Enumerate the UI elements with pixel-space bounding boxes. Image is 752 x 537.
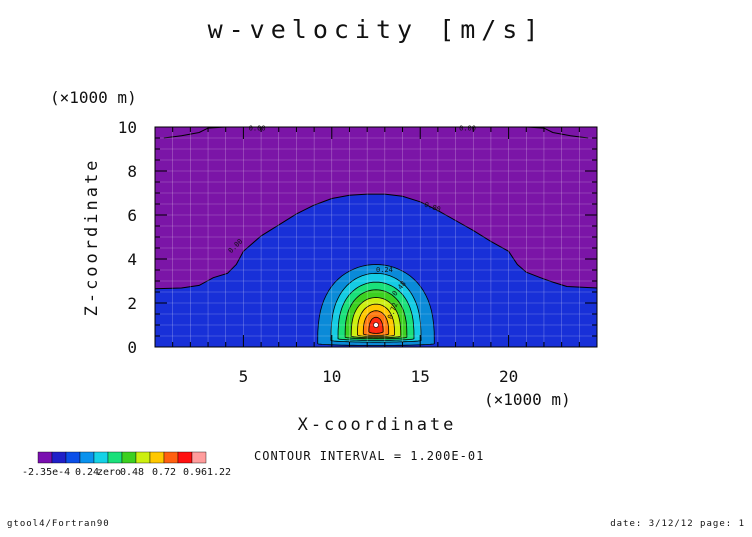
- x-tick-label: 15: [411, 367, 430, 386]
- colorbar-cell-2: [51, 451, 67, 464]
- y-axis-title: Z-coordinate: [82, 158, 102, 317]
- colorbar-tick-label: 1.22: [207, 467, 231, 478]
- colorbar-cell-10: [163, 451, 179, 464]
- colorbar-cell-4: [79, 451, 95, 464]
- colorbar-tick-label: 0.96: [183, 467, 207, 478]
- footer-right: date: 3/12/12 page: 1: [610, 519, 745, 529]
- contour-label-6: 0.00: [249, 124, 266, 132]
- colorbar-tick-label: zero: [97, 467, 121, 478]
- y-tick-label: 10: [118, 118, 137, 137]
- colorbar-cell-8: [135, 451, 151, 464]
- contour-interval-text: CONTOUR INTERVAL = 1.200E-01: [254, 449, 484, 463]
- colorbar-cell-5: [93, 451, 109, 464]
- x-tick-label: 10: [322, 367, 341, 386]
- x-tick-label: 20: [499, 367, 518, 386]
- colorbar-cell-7: [121, 451, 137, 464]
- contour-label-7: 0.00: [459, 124, 476, 132]
- colorbar-tick-label: -2.35e-4: [22, 467, 70, 478]
- y-tick-label: 4: [127, 250, 137, 269]
- x-tick-label: 5: [239, 367, 249, 386]
- y-tick-label: 8: [127, 162, 137, 181]
- y-unit-label: (×1000 m): [50, 88, 137, 107]
- colorbar-cell-11: [177, 451, 193, 464]
- contour-label-1: 0.24: [376, 266, 393, 274]
- colorbar-cell-9: [149, 451, 165, 464]
- colorbar-tick-label: 0.48: [120, 467, 144, 478]
- x-unit-label: (×1000 m): [484, 390, 571, 409]
- colorbar-tick-label: 0.72: [152, 467, 176, 478]
- colorbar-cell-1: [37, 451, 53, 464]
- plot-area: 0.240.480.720.000.000.00 0.00: [154, 124, 598, 348]
- colorbar-cell-6: [107, 451, 123, 464]
- y-tick-label: 0: [127, 338, 137, 357]
- colorbar-cell-12: [191, 451, 207, 464]
- footer-left: gtool4/Fortran90: [7, 519, 110, 529]
- y-tick-label: 2: [127, 294, 137, 313]
- chart-title: w-velocity [m/s]: [208, 15, 545, 44]
- y-tick-label: 6: [127, 206, 137, 225]
- colorbar-cell-3: [65, 451, 81, 464]
- colorbar-tick-label: 0.24: [75, 467, 99, 478]
- tick-labels: 5 10 15 20 0 2 4 6 8 10: [118, 118, 518, 386]
- x-axis-title: X-coordinate: [298, 415, 457, 435]
